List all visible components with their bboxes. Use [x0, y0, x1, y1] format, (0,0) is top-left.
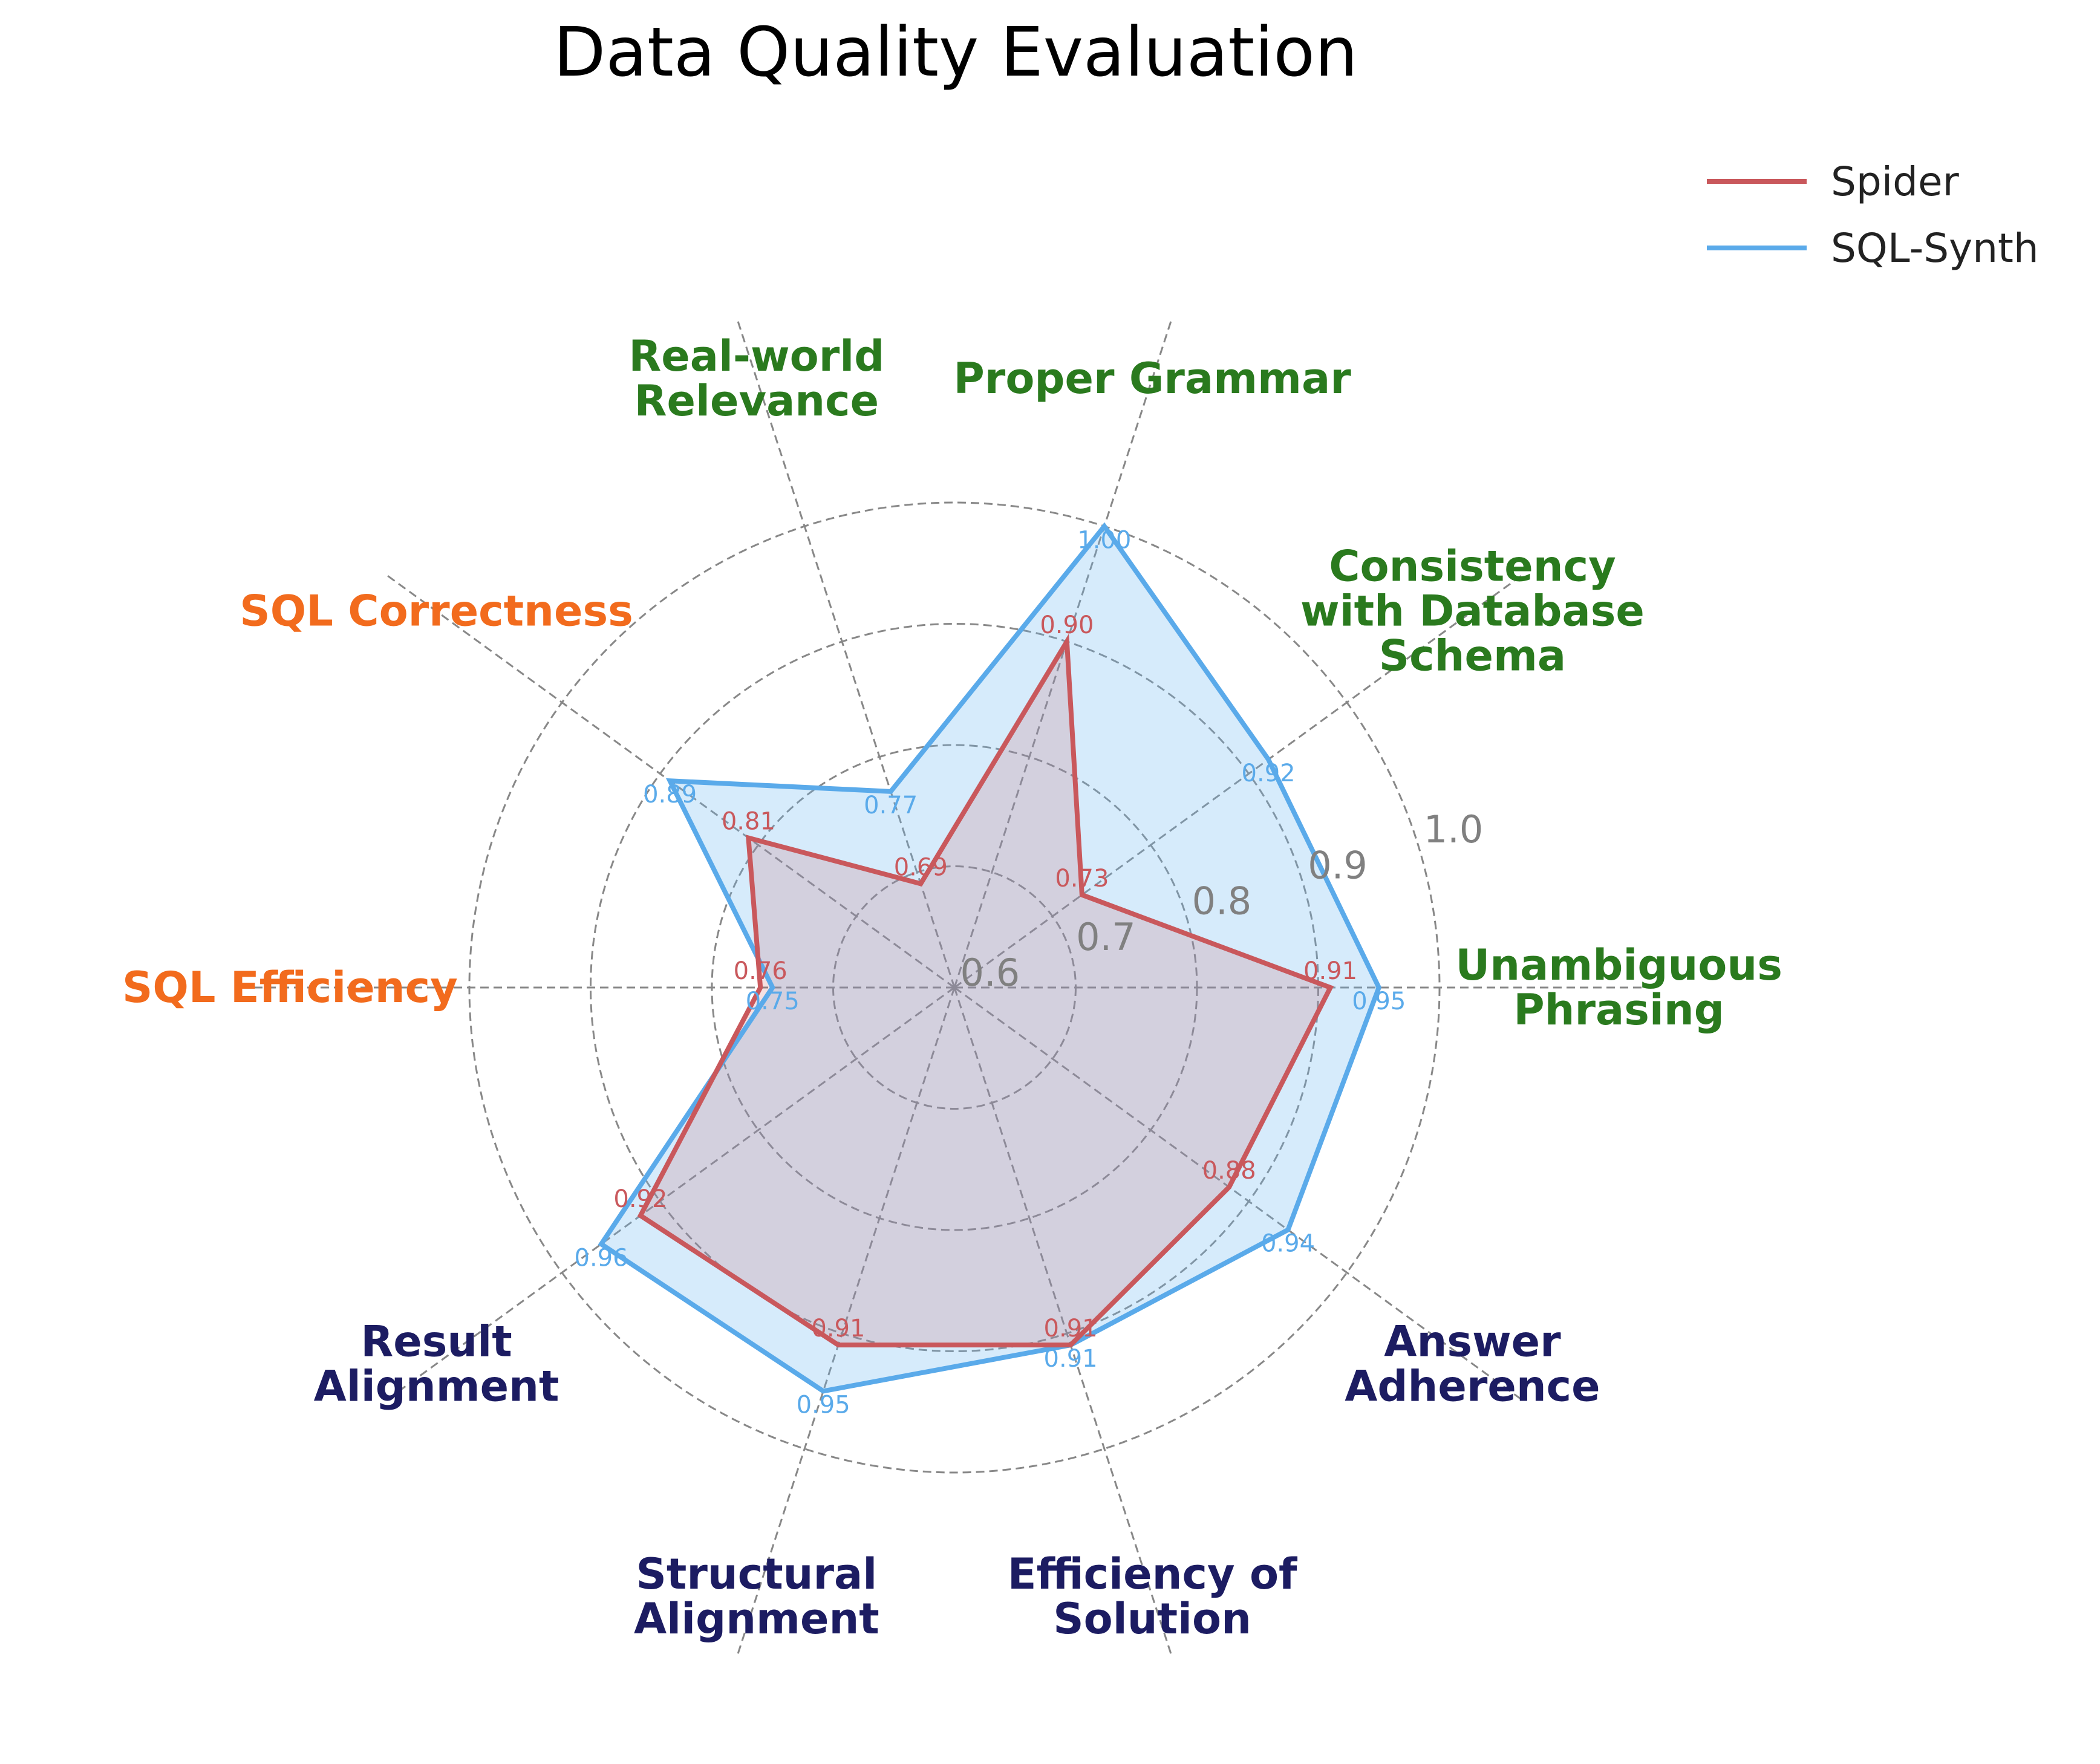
axis-label: Proper Grammar [954, 354, 1352, 403]
axis-label: Efficiency of Solution [1008, 1549, 1298, 1644]
axis-label-line: Real-world [628, 331, 884, 381]
axis-label: Consistency with Database Schema [1300, 542, 1645, 681]
data-label: 0.89 [643, 781, 697, 809]
series-layer [598, 522, 1382, 1394]
axis-label: Answer Adherence [1345, 1316, 1600, 1411]
axis-label-line: Alignment [634, 1594, 879, 1644]
axis-label-line: Schema [1379, 631, 1566, 681]
data-label: 0.77 [864, 792, 918, 819]
legend: Spider SQL-Synth [1707, 158, 2039, 272]
radial-tick-label: 0.9 [1308, 843, 1368, 887]
grid-spoke [385, 986, 955, 1402]
radial-tick-label: 0.6 [960, 951, 1020, 995]
axis-label-line: SQL Efficiency [122, 963, 458, 1012]
axis-label-line: Phrasing [1513, 985, 1724, 1035]
chart-title: Data Quality Evaluation [553, 13, 1358, 92]
legend-label: Spider [1831, 158, 1960, 205]
data-label: 0.91 [1044, 1345, 1098, 1373]
axis-labels: Unambiguous Phrasing Consistency with Datab… [122, 331, 1782, 1644]
axis-label-line: Answer [1384, 1316, 1561, 1366]
radial-tick-label: 0.7 [1076, 915, 1136, 959]
data-label: 1.00 [1077, 526, 1131, 554]
axis-label-line: Solution [1053, 1594, 1251, 1644]
radial-tick-labels: 0.6 0.7 0.8 0.9 1.0 [960, 807, 1484, 995]
data-label: 0.75 [746, 988, 800, 1015]
data-label: 0.94 [1261, 1230, 1315, 1258]
grid-spoke [953, 318, 1173, 988]
axis-label-line: Relevance [634, 376, 879, 426]
axis-label-line: Alignment [314, 1361, 559, 1411]
series-line [637, 633, 1334, 1348]
grid-spoke [953, 987, 1173, 1657]
data-label: 0.95 [797, 1391, 850, 1419]
axis-label: Structural Alignment [634, 1549, 879, 1644]
axis-label-line: Unambiguous [1455, 940, 1782, 990]
grid-spoke [736, 987, 956, 1657]
data-label: 0.91 [811, 1315, 865, 1343]
grid-spoke [954, 986, 1524, 1402]
axis-label-line: Structural [636, 1549, 877, 1599]
series-area [640, 641, 1331, 1346]
axis-label-line: Consistency [1329, 542, 1616, 591]
data-label: 0.73 [1055, 865, 1109, 893]
data-labels: 0.910.730.900.690.810.760.920.91 0.910.88… [575, 526, 1406, 1419]
series-line [598, 522, 1382, 1394]
series-area [601, 526, 1379, 1391]
axis-label: SQL Efficiency [122, 963, 458, 1012]
data-label: 0.95 [1352, 988, 1406, 1015]
radial-tick-label: 0.8 [1192, 879, 1252, 923]
data-label: 0.76 [734, 957, 788, 985]
data-label: 0.91 [1044, 1315, 1098, 1343]
data-label: 0.96 [575, 1244, 628, 1272]
grid-spoke [954, 573, 1524, 989]
axis-label: SQL Correctness [240, 587, 633, 636]
axis-label: Result Alignment [314, 1316, 559, 1411]
data-label: 0.90 [1040, 611, 1094, 639]
data-label: 0.91 [1303, 957, 1357, 985]
data-label: 0.92 [1242, 760, 1296, 787]
legend-label: SQL-Synth [1831, 225, 2039, 272]
grid-spoke [736, 318, 956, 988]
axis-label: Real-world Relevance [628, 331, 884, 426]
axis-label-line: Result [360, 1316, 512, 1366]
axis-label-line: Efficiency of [1008, 1549, 1298, 1599]
axis-label-line: Proper Grammar [954, 354, 1352, 403]
axis-label-line: Adherence [1345, 1361, 1600, 1411]
radial-tick-label: 1.0 [1424, 807, 1484, 851]
data-label: 0.81 [722, 808, 775, 836]
axis-label: Unambiguous Phrasing [1455, 940, 1782, 1035]
data-label: 0.88 [1202, 1157, 1256, 1185]
data-label: 0.92 [613, 1185, 667, 1213]
axis-label-line: SQL Correctness [240, 587, 633, 636]
axis-label-line: with Database [1300, 587, 1645, 636]
data-label: 0.69 [894, 853, 948, 881]
